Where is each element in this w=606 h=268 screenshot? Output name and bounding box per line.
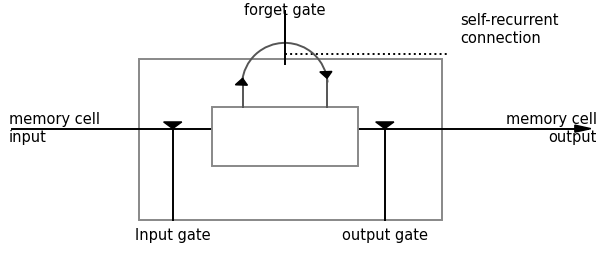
- FancyBboxPatch shape: [139, 59, 442, 220]
- Polygon shape: [575, 125, 591, 132]
- Text: forget gate: forget gate: [244, 3, 325, 18]
- Polygon shape: [235, 78, 247, 85]
- FancyBboxPatch shape: [212, 107, 358, 166]
- Text: self-recurrent
connection: self-recurrent connection: [461, 13, 559, 46]
- Polygon shape: [376, 122, 394, 129]
- Text: Input gate: Input gate: [135, 228, 210, 243]
- Polygon shape: [320, 72, 332, 78]
- Text: memory cell
input: memory cell input: [9, 113, 100, 145]
- Text: memory cell
output: memory cell output: [506, 113, 597, 145]
- Text: output gate: output gate: [342, 228, 428, 243]
- Polygon shape: [164, 122, 182, 129]
